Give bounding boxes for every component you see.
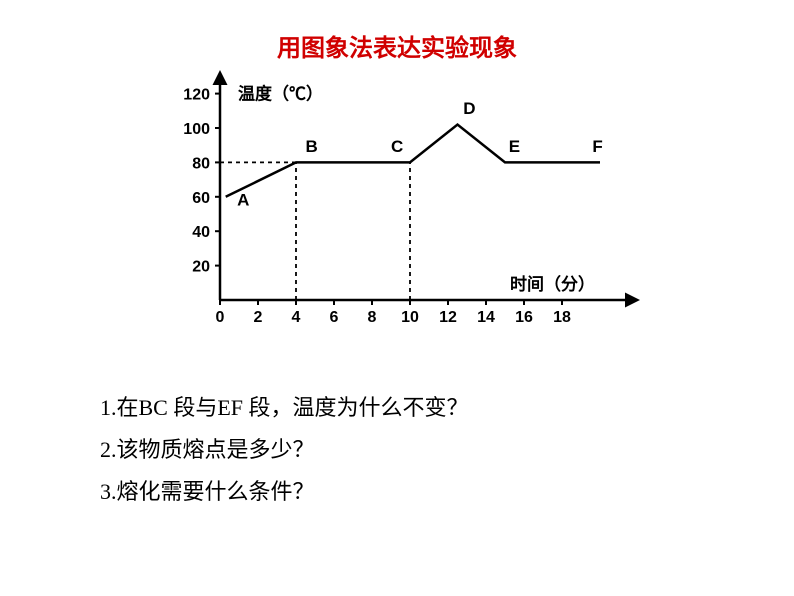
svg-text:6: 6 xyxy=(330,309,339,326)
chart-svg: 20 40 60 80 100 120 0 2 4 6 8 10 12 14 16 18 温度（℃） 时间（分） A… xyxy=(170,70,650,350)
svg-text:A: A xyxy=(237,190,249,209)
svg-text:2: 2 xyxy=(254,309,263,326)
svg-text:10: 10 xyxy=(401,309,419,326)
question-2: 2.该物质熔点是多少？ xyxy=(100,432,700,464)
svg-text:D: D xyxy=(463,99,475,118)
svg-text:时间（分）: 时间（分） xyxy=(510,274,595,294)
phase-change-chart: 20 40 60 80 100 120 0 2 4 6 8 10 12 14 16 18 温度（℃） 时间（分） A… xyxy=(170,70,650,350)
svg-text:F: F xyxy=(592,137,602,156)
svg-text:80: 80 xyxy=(192,155,210,172)
svg-text:温度（℃）: 温度（℃） xyxy=(238,84,323,104)
svg-text:20: 20 xyxy=(192,259,210,276)
svg-text:12: 12 xyxy=(439,309,457,326)
svg-text:B: B xyxy=(306,137,318,156)
page-title: 用图象法表达实验现象 xyxy=(0,28,794,63)
svg-text:120: 120 xyxy=(183,87,210,104)
svg-text:8: 8 xyxy=(368,309,377,326)
svg-text:100: 100 xyxy=(183,121,210,138)
question-3: 3.熔化需要什么条件？ xyxy=(100,474,700,506)
svg-text:60: 60 xyxy=(192,190,210,207)
questions-block: 1.在BC 段与EF 段，温度为什么不变？ 2.该物质熔点是多少？ 3.熔化需要… xyxy=(100,380,700,516)
title-text: 用图象法表达实验现象 xyxy=(277,36,517,62)
svg-text:C: C xyxy=(391,137,403,156)
svg-text:E: E xyxy=(509,137,520,156)
svg-text:18: 18 xyxy=(553,309,571,326)
svg-text:14: 14 xyxy=(477,309,495,326)
svg-text:16: 16 xyxy=(515,309,533,326)
svg-text:4: 4 xyxy=(292,309,301,326)
svg-text:0: 0 xyxy=(216,309,225,326)
svg-text:40: 40 xyxy=(192,224,210,241)
question-1: 1.在BC 段与EF 段，温度为什么不变？ xyxy=(100,390,700,422)
